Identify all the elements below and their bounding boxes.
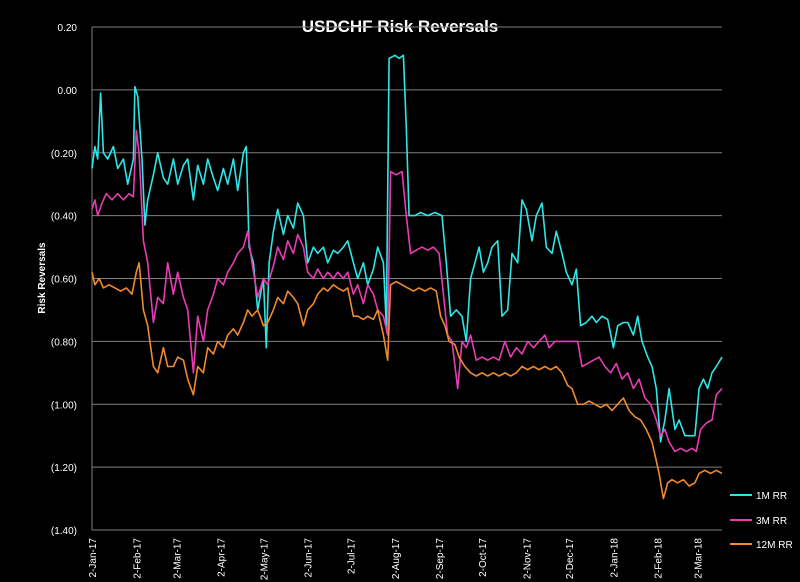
series-line-2 bbox=[91, 129, 723, 453]
y-tick-label: (0.80) bbox=[51, 337, 77, 348]
x-tick-label: 2-Aug-17 bbox=[391, 538, 402, 580]
legend-label: 12M RR bbox=[756, 540, 793, 551]
y-tick-label: (0.60) bbox=[51, 275, 77, 286]
x-tick-label: 2-Apr-17 bbox=[217, 538, 228, 577]
x-tick-label: 2-Nov-17 bbox=[522, 538, 533, 580]
x-axis-ticks: 2-Jan-17 2-Feb-17 2-Mar-17 2-Apr-17 2-May-17… bbox=[88, 538, 705, 581]
y-tick-label: (1.00) bbox=[51, 400, 77, 411]
y-tick-label: (0.40) bbox=[51, 212, 77, 223]
y-tick-label: (1.40) bbox=[51, 526, 77, 537]
x-tick-label: 2-Jan-18 bbox=[609, 538, 620, 578]
x-tick-label: 2-Feb-18 bbox=[654, 538, 665, 579]
series-line-1 bbox=[91, 54, 723, 443]
x-tick-label: 2-Jan-17 bbox=[88, 538, 99, 578]
y-axis-ticks: 0.20 0.00 (0.20) (0.40) (0.60) (0.80) (1.00) (1… bbox=[51, 23, 78, 537]
x-tick-label: 2-Dec-17 bbox=[565, 538, 576, 580]
legend-label: 1M RR bbox=[756, 491, 787, 502]
x-tick-label: 2-Sep-17 bbox=[435, 538, 446, 580]
y-tick-label: 0.00 bbox=[58, 86, 78, 97]
x-tick-label: 2-Jul-17 bbox=[347, 538, 358, 575]
x-tick-label: 2-Mar-18 bbox=[694, 538, 705, 579]
x-tick-label: 2-Feb-17 bbox=[132, 538, 143, 579]
y-axis-label: Risk Reversals bbox=[37, 242, 48, 314]
series-line-3 bbox=[91, 262, 723, 500]
y-tick-label: (1.20) bbox=[51, 463, 77, 474]
y-tick-label: (0.20) bbox=[51, 149, 77, 160]
gridlines bbox=[91, 26, 722, 531]
x-tick-label: 2-Oct-17 bbox=[478, 538, 489, 577]
y-tick-label: 0.20 bbox=[58, 23, 78, 34]
x-tick-label: 2-Mar-17 bbox=[172, 538, 183, 579]
legend-label: 3M RR bbox=[756, 516, 787, 527]
x-tick-label: 2-Jun-17 bbox=[304, 538, 315, 578]
series-lines bbox=[91, 54, 723, 500]
legend: 1M RR 3M RR 12M RR bbox=[730, 491, 793, 551]
x-tick-label: 2-May-17 bbox=[259, 538, 270, 581]
